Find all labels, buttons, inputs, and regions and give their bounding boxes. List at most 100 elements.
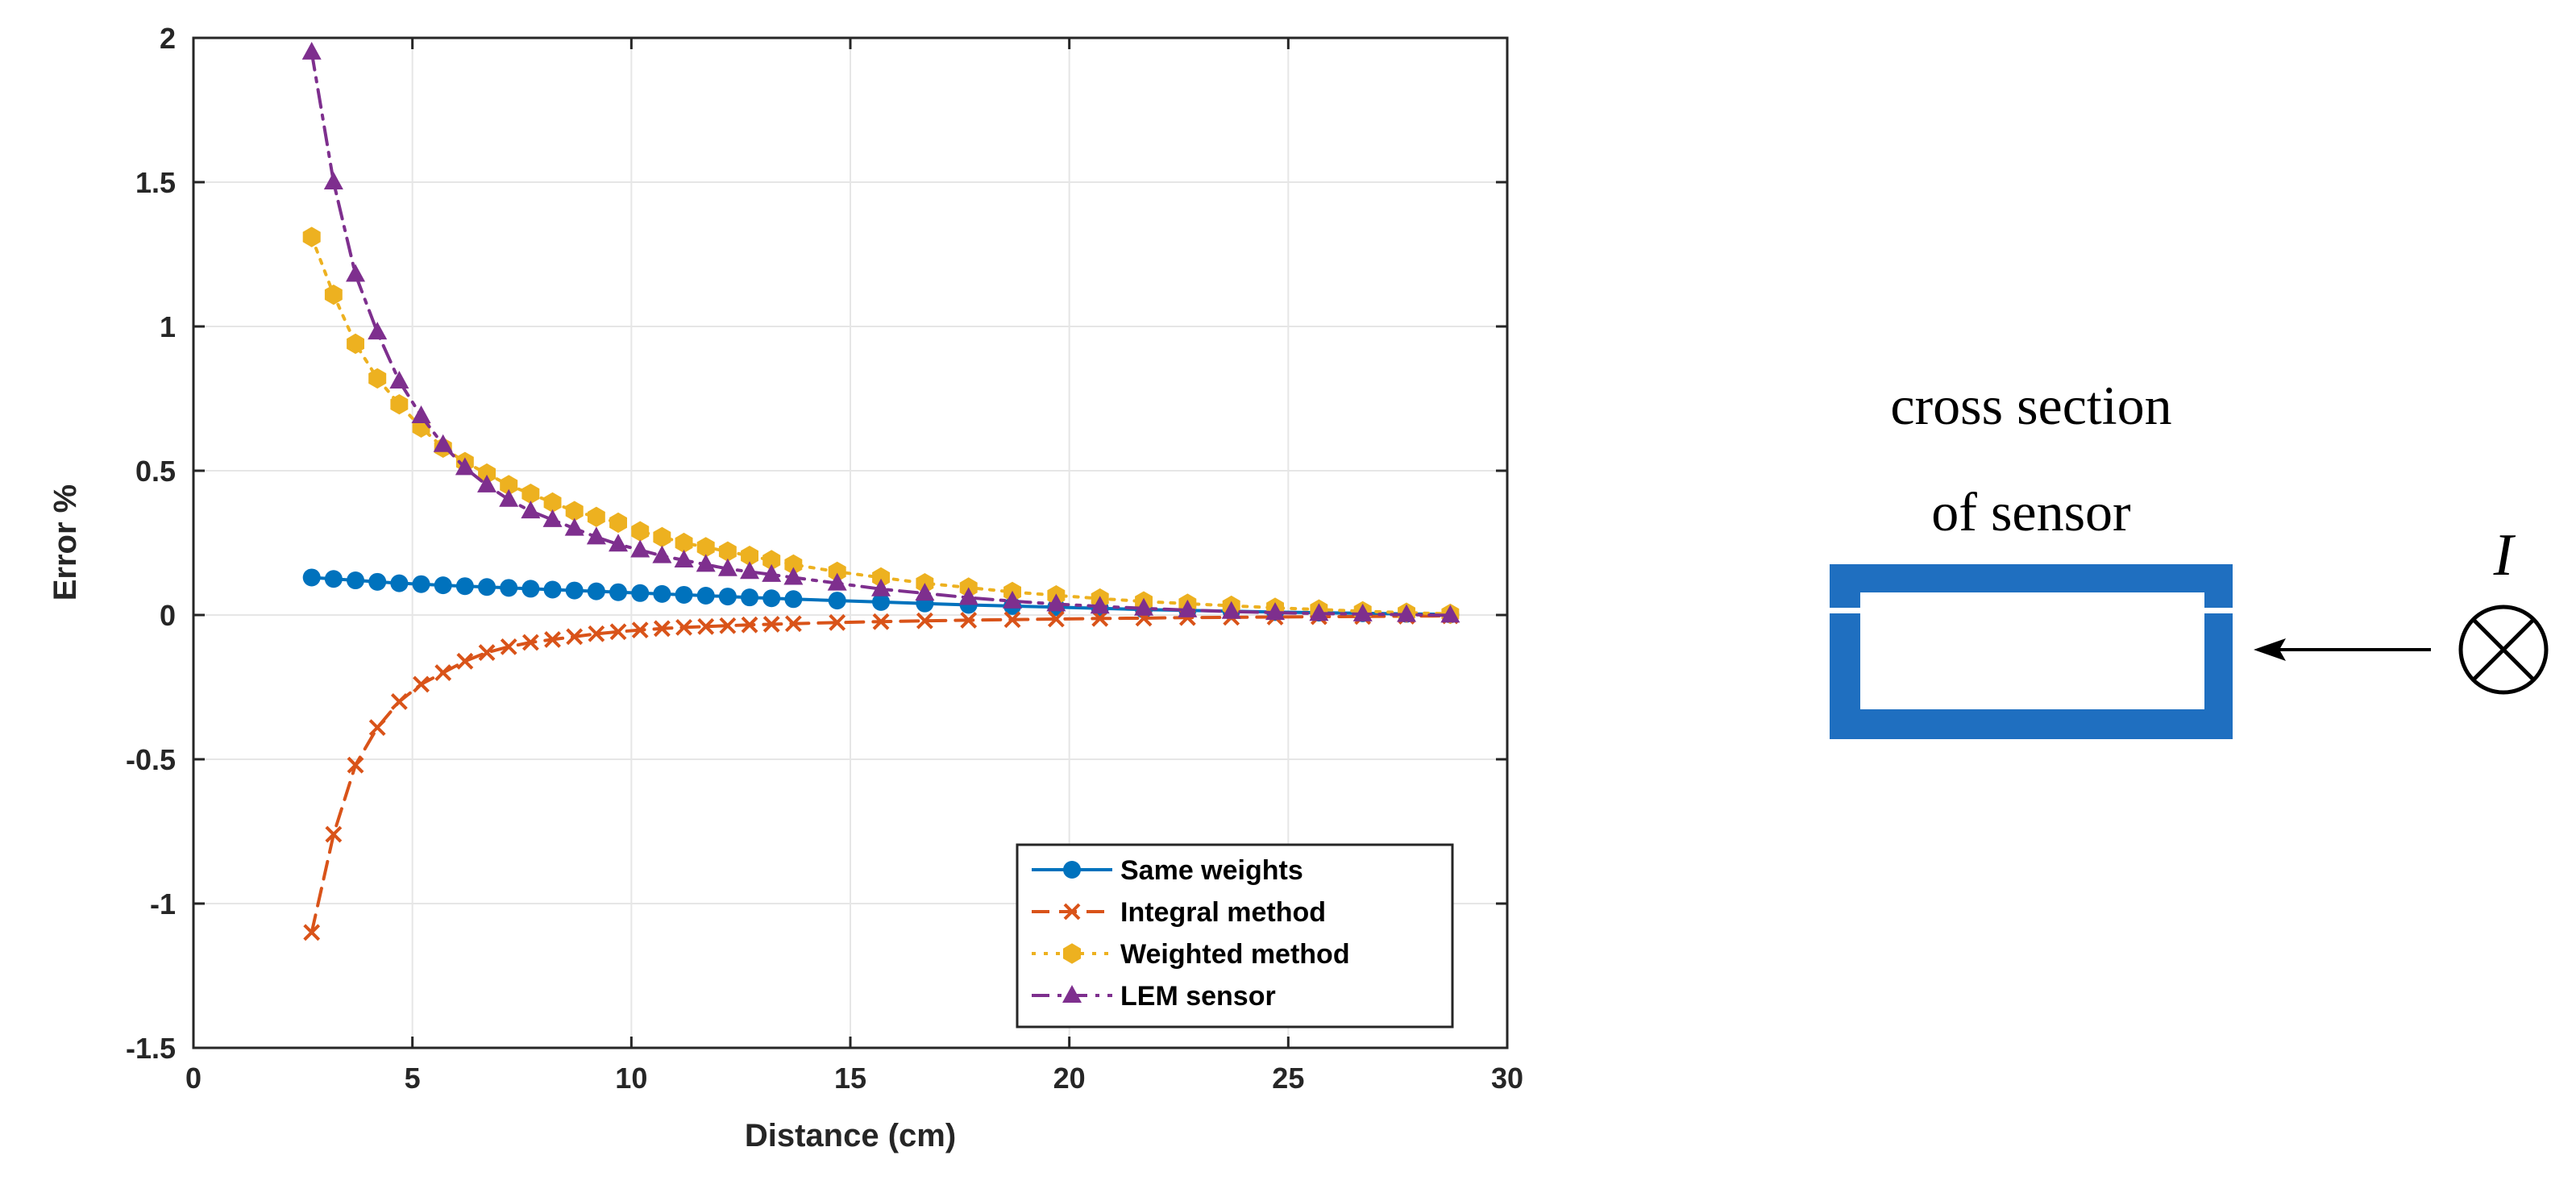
legend-label: Weighted method <box>1120 939 1350 970</box>
legend-box <box>1016 843 1454 1029</box>
data-point <box>434 576 452 595</box>
data-point <box>741 588 759 607</box>
data-point <box>1091 609 1109 627</box>
data-point <box>1440 605 1460 623</box>
data-point <box>697 617 715 635</box>
data-point <box>828 561 846 582</box>
data-point <box>586 526 606 545</box>
data-point <box>609 512 627 534</box>
legend-marker <box>1063 861 1081 879</box>
sensor-diagram: cross section of sensor I <box>1828 375 2549 739</box>
x-tick-label: 25 <box>1272 1062 1304 1095</box>
data-point <box>829 613 846 631</box>
data-point <box>588 625 605 642</box>
data-point <box>368 719 386 737</box>
y-tick-label: 1.5 <box>135 166 176 199</box>
data-point <box>872 592 891 611</box>
data-point <box>478 644 496 661</box>
x-tick-label: 15 <box>834 1062 866 1095</box>
data-point <box>675 532 693 554</box>
data-point <box>718 588 737 606</box>
y-tick-label: -0.5 <box>126 743 176 776</box>
legend-label: Same weights <box>1120 855 1303 886</box>
data-point <box>544 631 561 648</box>
sensor-gap-right <box>2203 608 2237 613</box>
data-point <box>368 368 387 389</box>
data-point <box>717 558 737 576</box>
y-tick-label: -1 <box>150 887 176 920</box>
data-point <box>631 621 649 639</box>
legend-label: Integral method <box>1120 897 1326 928</box>
data-point <box>521 580 540 598</box>
data-point <box>741 546 758 567</box>
y-tick-label: 2 <box>160 22 176 55</box>
data-point <box>1003 611 1021 629</box>
ticks: 0 5 10 15 20 25 30 -1.5 -1 -0.5 0 0.5 1 1.5 2 <box>126 22 1523 1095</box>
data-point <box>696 587 715 605</box>
sensor-cross-section <box>1830 564 2233 739</box>
y-tick-label: -1.5 <box>126 1032 176 1065</box>
data-point <box>631 584 650 602</box>
data-point <box>1352 603 1373 621</box>
data-point <box>302 568 321 587</box>
data-point <box>696 537 715 558</box>
data-point <box>565 581 584 600</box>
y-tick-label: 0 <box>160 599 176 632</box>
data-point <box>696 554 716 572</box>
data-point <box>675 585 693 604</box>
data-point <box>433 434 453 452</box>
data-point <box>652 545 672 563</box>
x-tick-label: 20 <box>1053 1062 1086 1095</box>
data-point <box>1265 602 1286 621</box>
diagram-caption-line2: of sensor <box>1931 481 2131 542</box>
data-point <box>521 501 541 519</box>
data-point <box>960 612 978 629</box>
data-point <box>631 521 650 542</box>
data-point <box>325 825 343 843</box>
data-point <box>434 664 452 682</box>
legend-entry: LEM sensor <box>1032 981 1276 1012</box>
data-point <box>1221 600 1241 619</box>
x-tick-label: 10 <box>615 1062 647 1095</box>
legend-entries: Same weights Integral method Weighted meth… <box>1032 855 1350 1012</box>
x-tick-label: 0 <box>185 1062 202 1095</box>
data-point <box>762 550 781 571</box>
data-point <box>347 571 365 590</box>
data-point <box>521 634 539 651</box>
legend-label: LEM sensor <box>1120 981 1276 1012</box>
data-point <box>871 578 891 596</box>
x-tick-label: 30 <box>1491 1062 1523 1095</box>
series-lem-sensor <box>301 41 1460 623</box>
sensor-gap-left <box>1828 608 1862 613</box>
data-point <box>587 582 605 600</box>
data-point <box>1397 604 1417 622</box>
legend-marker <box>1063 903 1081 920</box>
data-point <box>543 492 562 513</box>
data-point <box>543 580 562 599</box>
data-point <box>872 613 890 630</box>
data-point <box>674 549 694 567</box>
data-point <box>542 509 563 527</box>
x-axis-label: Distance (cm) <box>745 1118 956 1153</box>
data-point <box>653 620 671 638</box>
data-point <box>499 488 519 507</box>
y-tick-label: 1 <box>160 310 176 343</box>
data-point <box>827 572 847 591</box>
data-point <box>346 264 366 282</box>
data-point <box>872 567 890 588</box>
data-point <box>478 578 497 596</box>
data-point <box>783 567 804 585</box>
data-point <box>740 561 760 580</box>
data-point <box>718 541 737 562</box>
data-point <box>302 226 321 247</box>
data-point <box>390 394 409 415</box>
data-point <box>324 285 343 305</box>
legend-entry: Weighted method <box>1032 939 1350 970</box>
legend-entry: Integral method <box>1032 897 1326 928</box>
legend: Same weights Integral method Weighted meth… <box>1016 843 1454 1029</box>
data-point <box>719 617 737 634</box>
data-point <box>368 572 387 591</box>
data-point <box>609 534 629 552</box>
x-tick-label: 5 <box>405 1062 421 1095</box>
data-point <box>347 333 364 355</box>
